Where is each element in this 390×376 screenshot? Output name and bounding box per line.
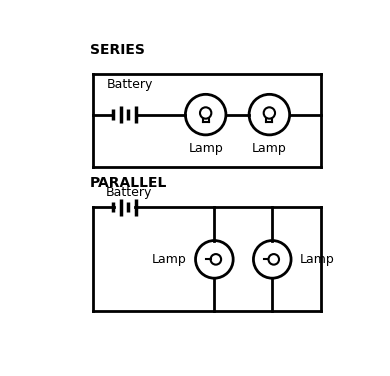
Text: Lamp: Lamp [252,142,287,155]
Text: Lamp: Lamp [152,253,187,266]
Text: Lamp: Lamp [300,253,335,266]
Text: Battery: Battery [106,186,152,199]
Text: Battery: Battery [107,79,154,91]
Text: SERIES: SERIES [90,43,145,57]
Text: Lamp: Lamp [188,142,223,155]
Text: PARALLEL: PARALLEL [90,176,167,190]
